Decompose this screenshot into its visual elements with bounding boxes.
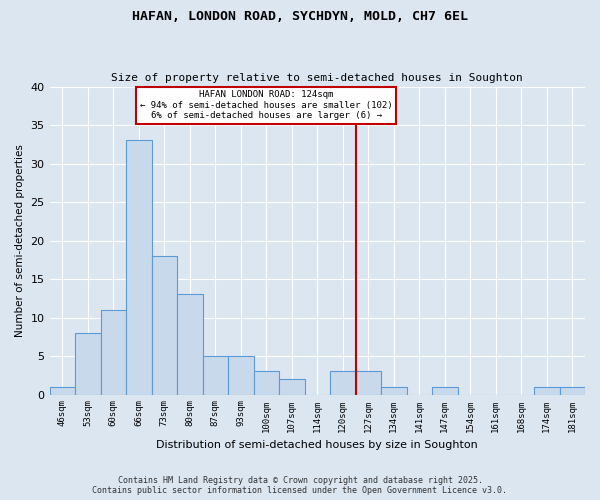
Text: HAFAN, LONDON ROAD, SYCHDYN, MOLD, CH7 6EL: HAFAN, LONDON ROAD, SYCHDYN, MOLD, CH7 6… [132,10,468,23]
Bar [228,356,254,395]
Bar [50,387,75,394]
Bar [177,294,203,394]
Bar [330,372,356,394]
Bar [381,387,407,394]
Bar [534,387,560,394]
Bar [203,356,228,395]
Bar [279,379,305,394]
Bar [101,310,126,394]
Bar [432,387,458,394]
Bar [560,387,585,394]
Bar [254,372,279,394]
Y-axis label: Number of semi-detached properties: Number of semi-detached properties [15,144,25,337]
X-axis label: Distribution of semi-detached houses by size in Soughton: Distribution of semi-detached houses by … [157,440,478,450]
Bar [126,140,152,394]
Text: Contains HM Land Registry data © Crown copyright and database right 2025.
Contai: Contains HM Land Registry data © Crown c… [92,476,508,495]
Bar [75,333,101,394]
Bar [152,256,177,394]
Bar [356,372,381,394]
Text: HAFAN LONDON ROAD: 124sqm
← 94% of semi-detached houses are smaller (102)
6% of : HAFAN LONDON ROAD: 124sqm ← 94% of semi-… [140,90,392,120]
Title: Size of property relative to semi-detached houses in Soughton: Size of property relative to semi-detach… [112,73,523,83]
